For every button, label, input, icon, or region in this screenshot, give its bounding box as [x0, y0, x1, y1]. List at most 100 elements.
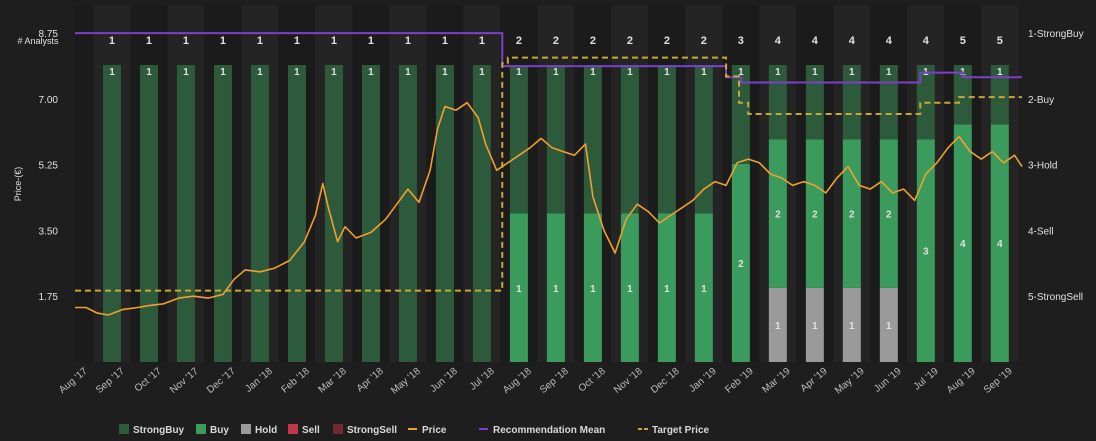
bar-strongbuy-count-label: 1: [886, 67, 892, 78]
bar-segment-strongbuy: [583, 65, 602, 214]
y-tick-label: 3.50: [39, 226, 59, 237]
bar-segment-buy: [990, 124, 1009, 363]
legend-swatch-strongsell: [333, 424, 343, 434]
bar-buy-count-label: 2: [849, 210, 855, 221]
analyst-count-label: 4: [812, 35, 819, 47]
rating-label: 5-StrongSell: [1028, 292, 1083, 303]
price-line: [75, 101, 1023, 316]
bar-strongbuy-count-label: 1: [516, 67, 522, 78]
bar-buy-count-label: 2: [738, 259, 744, 270]
legend-label: StrongBuy: [133, 425, 185, 436]
bar-segment-strongbuy: [657, 65, 676, 214]
bar-strongbuy-count-label: 1: [331, 67, 337, 78]
analyst-count-label: 1: [331, 35, 337, 47]
analyst-count-label: 4: [775, 35, 782, 47]
legend-swatch-hold: [241, 424, 251, 434]
bar-strongbuy-count-label: 1: [997, 67, 1003, 78]
bar-segment-buy: [620, 213, 639, 362]
bar-segment-buy: [694, 213, 713, 362]
y-tick-label: 8.75: [39, 29, 59, 40]
bar-segment-strongbuy: [842, 65, 861, 140]
bar-strongbuy-count-label: 1: [849, 67, 855, 78]
analyst-count-label: 1: [257, 35, 263, 47]
bar-segment-strongbuy: [990, 65, 1009, 125]
bar-buy-count-label: 1: [590, 284, 596, 295]
bar-strongbuy-count-label: 1: [183, 67, 189, 78]
analyst-count-label: 2: [701, 35, 707, 47]
bar-strongbuy-count-label: 1: [627, 67, 633, 78]
bar-segment-buy: [805, 139, 824, 288]
bar-buy-count-label: 2: [886, 210, 892, 221]
bar-segment-strongbuy: [694, 65, 713, 214]
bar-strongbuy-count-label: 1: [553, 67, 559, 78]
bar-strongbuy-count-label: 1: [109, 67, 115, 78]
analyst-count-label: 2: [516, 35, 522, 47]
bar-segment-buy: [509, 213, 528, 362]
bar-segment-strongbuy: [176, 65, 195, 362]
bar-segment-hold: [879, 287, 898, 362]
bar-strongbuy-count-label: 1: [479, 67, 485, 78]
bar-segment-strongbuy: [509, 65, 528, 214]
bar-buy-count-label: 1: [627, 284, 633, 295]
bar-segment-buy: [916, 139, 935, 362]
legend-label: Buy: [210, 425, 229, 436]
y-tick-label: 1.75: [39, 292, 59, 303]
analyst-count-label: 4: [923, 35, 930, 47]
bar-segment-strongbuy: [102, 65, 121, 362]
bar-buy-count-label: 1: [664, 284, 670, 295]
bar-hold-count-label: 1: [849, 321, 855, 332]
bar-buy-count-label: 2: [775, 210, 781, 221]
bar-segment-strongbuy: [731, 65, 750, 164]
rating-label: 2-Buy: [1028, 95, 1054, 106]
bar-segment-buy: [842, 139, 861, 288]
bar-buy-count-label: 1: [553, 284, 559, 295]
bar-segment-buy: [657, 213, 676, 362]
bar-segment-strongbuy: [250, 65, 269, 362]
legend-label: Target Price: [652, 425, 709, 436]
bar-hold-count-label: 1: [886, 321, 892, 332]
bar-segment-buy: [953, 124, 972, 363]
analyst-count-label: 1: [405, 35, 411, 47]
analyst-count-label: 1: [479, 35, 485, 47]
analyst-count-label: 1: [368, 35, 374, 47]
bar-buy-count-label: 1: [701, 284, 707, 295]
bar-segment-buy: [546, 213, 565, 362]
bar-buy-count-label: 3: [923, 247, 929, 258]
bar-segment-buy: [583, 213, 602, 362]
legend-swatch-buy: [196, 424, 206, 434]
bar-buy-count-label: 4: [960, 239, 966, 250]
bar-segment-strongbuy: [472, 65, 491, 362]
bar-segment-strongbuy: [546, 65, 565, 214]
analyst-count-label: 2: [664, 35, 670, 47]
bar-segment-strongbuy: [805, 65, 824, 140]
bar-segment-buy: [731, 164, 750, 362]
analyst-count-label: 5: [960, 35, 966, 47]
rating-label: 3-Hold: [1028, 161, 1057, 172]
legend-label: Price: [422, 425, 447, 436]
bar-segment-strongbuy: [361, 65, 380, 362]
analyst-count-label: 2: [627, 35, 633, 47]
bar-segment-hold: [842, 287, 861, 362]
target-price-line: [75, 56, 1022, 292]
month-band: [75, 5, 94, 362]
legend-swatch-sell: [288, 424, 298, 434]
bar-segment-strongbuy: [324, 65, 343, 362]
analyst-count-label: 1: [146, 35, 152, 47]
bar-segment-buy: [768, 139, 787, 288]
bar-hold-count-label: 1: [775, 321, 781, 332]
analyst-count-label: 1: [294, 35, 300, 47]
analyst-count-label: 4: [849, 35, 856, 47]
bar-strongbuy-count-label: 1: [146, 67, 152, 78]
bar-segment-strongbuy: [139, 65, 158, 362]
bar-strongbuy-count-label: 1: [368, 67, 374, 78]
bar-strongbuy-count-label: 1: [812, 67, 818, 78]
bar-segment-buy: [879, 139, 898, 288]
analyst-count-label: 3: [738, 35, 744, 47]
analyst-count-label: 5: [997, 35, 1003, 47]
legend-label: Recommendation Mean: [493, 425, 605, 436]
bar-segment-strongbuy: [953, 65, 972, 125]
bar-strongbuy-count-label: 1: [775, 67, 781, 78]
bar-strongbuy-count-label: 1: [701, 67, 707, 78]
